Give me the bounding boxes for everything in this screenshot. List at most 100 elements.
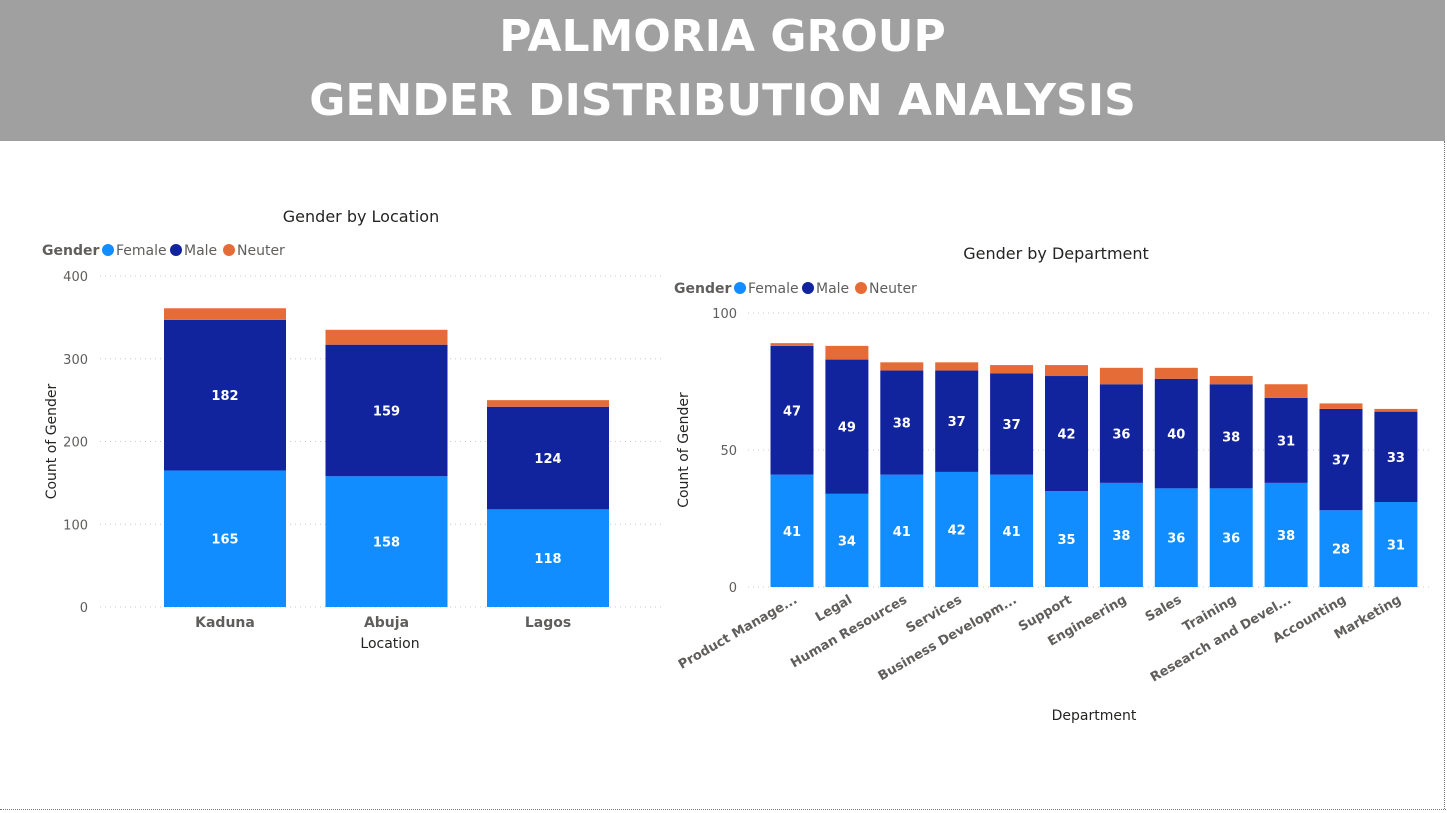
bar-female-business-developm[interactable]: [990, 474, 1034, 587]
data-label: 42: [948, 523, 966, 538]
bar-neuter-abuja[interactable]: [325, 329, 448, 345]
bar-female-human-resources[interactable]: [880, 474, 924, 587]
data-label: 34: [838, 534, 856, 549]
data-label: 124: [534, 452, 561, 467]
bar-male-training[interactable]: [1209, 384, 1253, 489]
data-label: 182: [211, 389, 238, 404]
bar-male-marketing[interactable]: [1374, 411, 1418, 503]
bar-neuter-human-resources[interactable]: [880, 362, 924, 371]
y-tick-label: 100: [712, 307, 737, 322]
bar-female-legal[interactable]: [825, 493, 869, 587]
legend-label-neuter[interactable]: Neuter: [237, 243, 285, 259]
x-tick-label: Legal: [813, 592, 855, 625]
y-tick-label: 200: [63, 436, 88, 451]
bar-male-engineering[interactable]: [1099, 384, 1143, 483]
bar-female-product-manage[interactable]: [770, 474, 814, 587]
bar-female-research-and-devel[interactable]: [1264, 482, 1308, 587]
bar-neuter-training[interactable]: [1209, 376, 1253, 385]
data-label: 118: [534, 552, 561, 567]
data-label: 47: [783, 404, 801, 419]
bar-neuter-marketing[interactable]: [1374, 408, 1418, 412]
y-tick-label: 300: [63, 353, 88, 368]
bar-neuter-accounting[interactable]: [1319, 403, 1363, 409]
bar-female-engineering[interactable]: [1099, 482, 1143, 587]
x-tick-label: Lagos: [525, 615, 571, 631]
data-label: 38: [893, 417, 911, 432]
data-label: 37: [1332, 454, 1350, 469]
gender-by-location-chart[interactable]: Gender by Location Gender Female Male Neuter…: [0, 0, 700, 700]
legend-marker-male[interactable]: [170, 244, 182, 256]
data-label: 159: [373, 404, 400, 419]
legend-label-male[interactable]: Male: [816, 281, 849, 297]
bar-female-accounting[interactable]: [1319, 510, 1363, 587]
legend-title: Gender: [674, 281, 731, 297]
bar-male-support[interactable]: [1045, 376, 1088, 492]
x-tick-label: Kaduna: [195, 615, 255, 631]
y-tick-label: 100: [63, 518, 88, 533]
bar-female-support[interactable]: [1045, 491, 1088, 587]
bar-female-marketing[interactable]: [1374, 502, 1418, 587]
legend-label-neuter[interactable]: Neuter: [869, 281, 917, 297]
legend-marker-female[interactable]: [734, 282, 746, 294]
bar-male-abuja[interactable]: [325, 344, 448, 477]
y-tick-label: 0: [729, 581, 737, 596]
bar-neuter-lagos[interactable]: [487, 400, 609, 407]
legend-label-male[interactable]: Male: [184, 243, 217, 259]
y-tick-label: 400: [63, 270, 88, 285]
bar-female-services[interactable]: [935, 471, 979, 587]
bar-neuter-services[interactable]: [935, 362, 979, 371]
data-label: 38: [1222, 430, 1240, 445]
bar-neuter-kaduna[interactable]: [164, 308, 286, 320]
legend-marker-female[interactable]: [102, 244, 114, 256]
legend-marker-neuter[interactable]: [223, 244, 235, 256]
data-label: 40: [1167, 428, 1185, 443]
x-tick-label: Abuja: [364, 615, 409, 631]
bar-male-legal[interactable]: [825, 359, 869, 494]
bar-male-kaduna[interactable]: [164, 319, 286, 471]
y-axis-title: Count of Gender: [44, 383, 60, 499]
data-label: 33: [1387, 451, 1405, 466]
bar-neuter-business-developm[interactable]: [990, 365, 1034, 374]
data-label: 38: [1112, 529, 1130, 544]
bar-male-research-and-devel[interactable]: [1264, 397, 1308, 483]
bar-neuter-legal[interactable]: [825, 345, 869, 360]
data-label: 41: [1003, 525, 1021, 540]
bar-male-lagos[interactable]: [487, 406, 609, 510]
report-frame-right: [1444, 141, 1445, 809]
x-tick-label: Product Manage...: [676, 592, 800, 672]
bar-female-kaduna[interactable]: [164, 470, 286, 607]
x-axis-title: Location: [360, 636, 419, 652]
data-label: 36: [1167, 532, 1185, 547]
bar-female-training[interactable]: [1209, 488, 1253, 587]
legend-marker-male[interactable]: [802, 282, 814, 294]
chart-title: Gender by Department: [963, 244, 1149, 263]
bar-neuter-engineering[interactable]: [1099, 367, 1143, 385]
legend-marker-neuter[interactable]: [855, 282, 867, 294]
data-label: 35: [1057, 533, 1075, 548]
bar-female-sales[interactable]: [1154, 488, 1198, 587]
bar-male-sales[interactable]: [1154, 378, 1198, 489]
bar-male-services[interactable]: [935, 370, 979, 472]
legend-label-female[interactable]: Female: [748, 281, 799, 297]
y-axis-title: Count of Gender: [676, 392, 692, 508]
bar-male-accounting[interactable]: [1319, 408, 1363, 511]
bar-female-abuja[interactable]: [325, 476, 448, 607]
legend-label-female[interactable]: Female: [116, 243, 167, 259]
bar-male-human-resources[interactable]: [880, 370, 924, 475]
data-label: 41: [893, 525, 911, 540]
data-label: 41: [783, 525, 801, 540]
data-label: 37: [1003, 418, 1021, 433]
data-label: 38: [1277, 529, 1295, 544]
data-label: 31: [1277, 434, 1295, 449]
bar-neuter-product-manage[interactable]: [770, 343, 814, 346]
bar-neuter-sales[interactable]: [1154, 367, 1198, 379]
data-label: 49: [838, 421, 856, 436]
bar-male-business-developm[interactable]: [990, 373, 1034, 475]
bar-neuter-research-and-devel[interactable]: [1264, 384, 1308, 398]
bar-female-lagos[interactable]: [487, 509, 609, 607]
header-banner: PALMORIA GROUP GENDER DISTRIBUTION ANALY…: [0, 0, 1445, 141]
bar-neuter-support[interactable]: [1045, 365, 1088, 377]
x-tick-label: Sales: [1143, 592, 1185, 625]
bar-male-product-manage[interactable]: [770, 345, 814, 475]
